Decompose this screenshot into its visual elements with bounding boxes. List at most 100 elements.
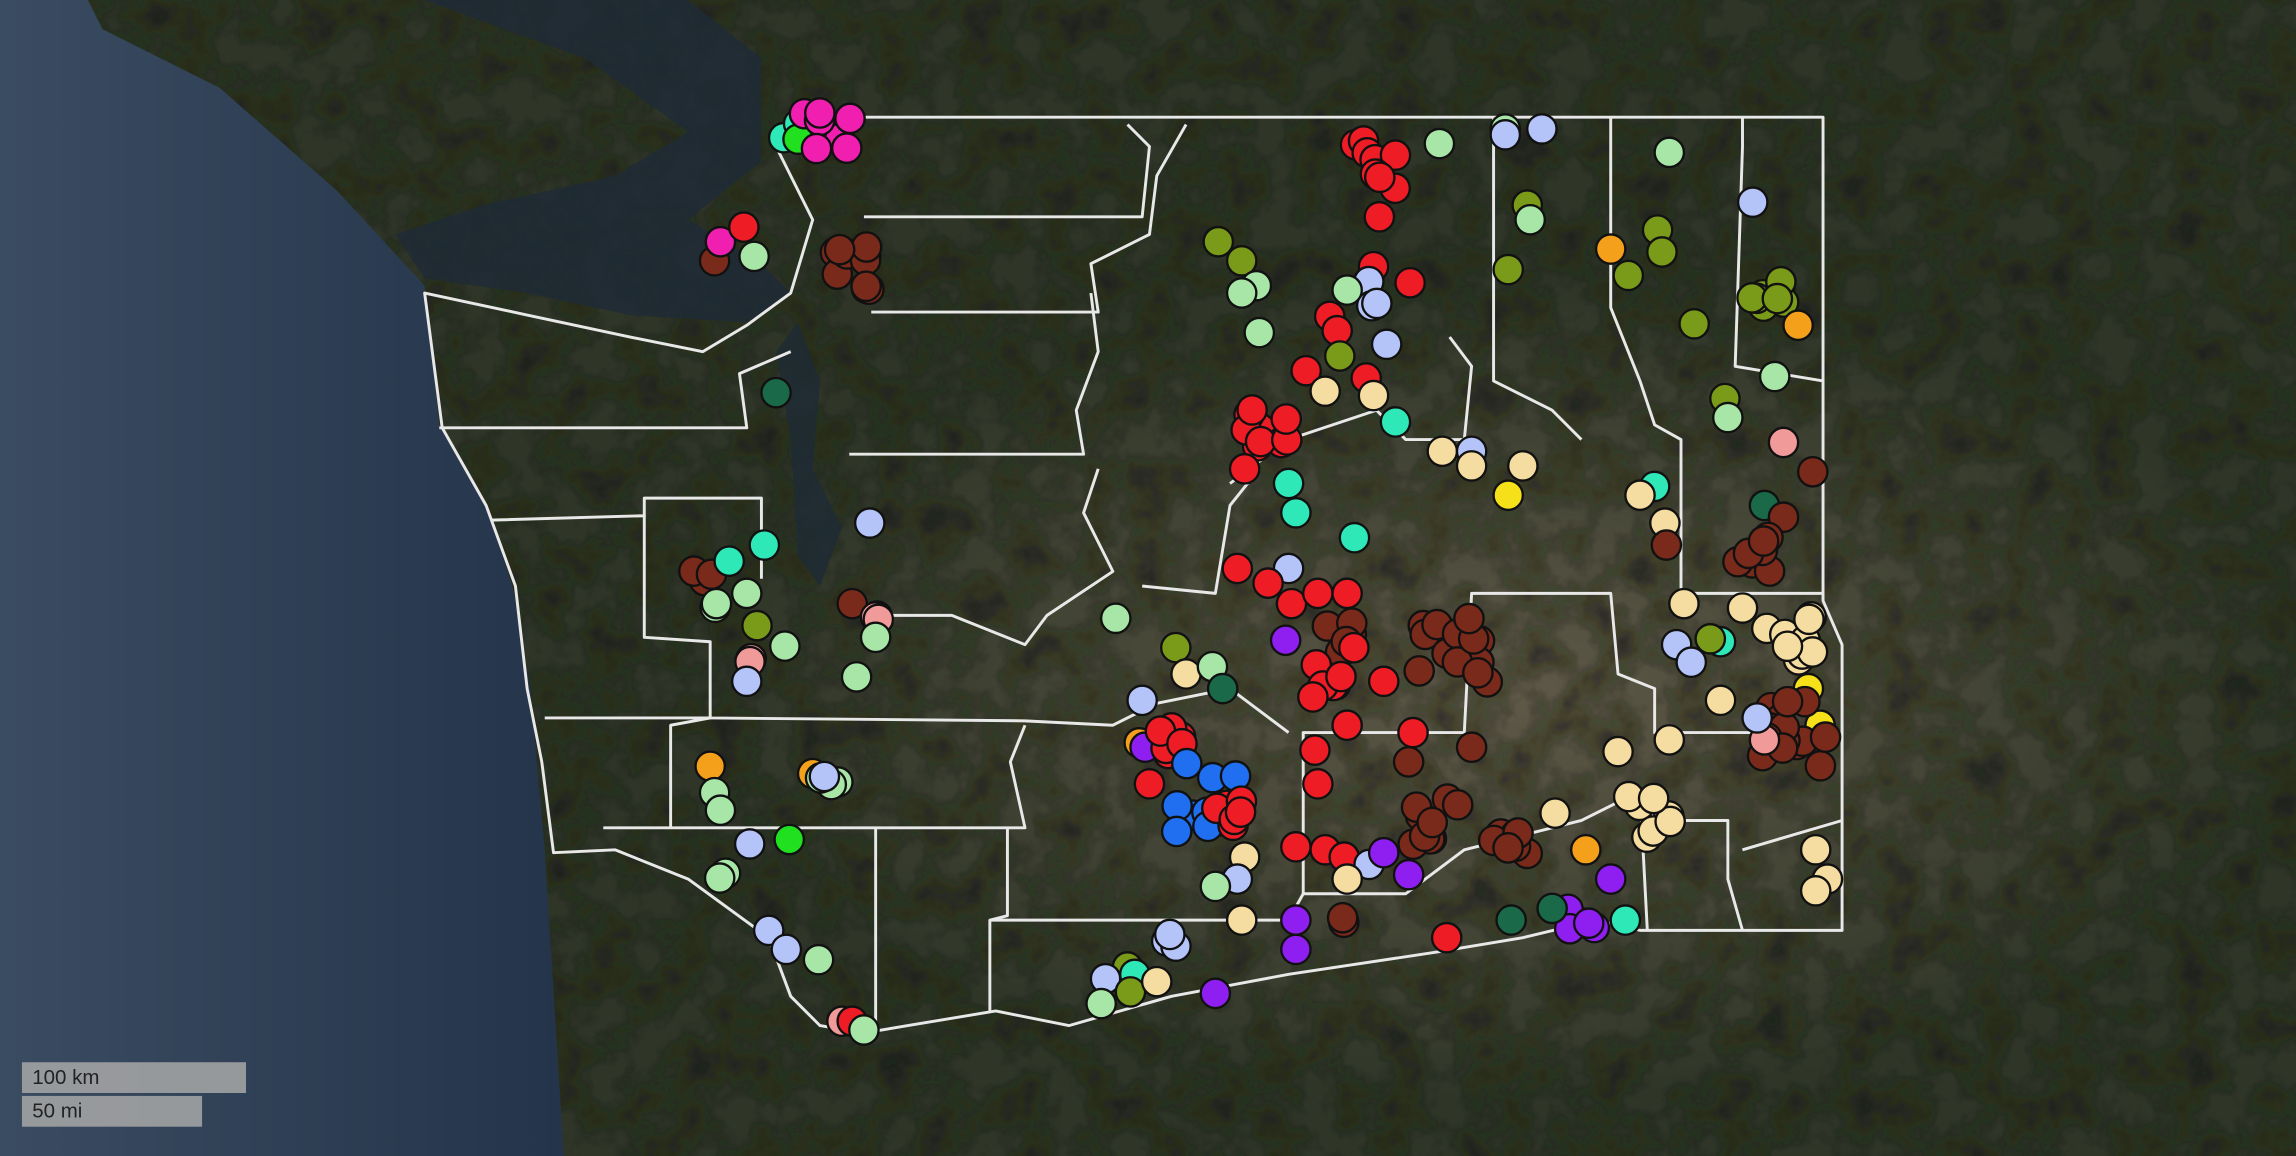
observation-point[interactable]: [1114, 976, 1147, 1008]
observation-point[interactable]: [1462, 656, 1494, 689]
observation-point[interactable]: [1441, 788, 1474, 821]
observation-point[interactable]: [1361, 287, 1393, 320]
observation-point[interactable]: [1252, 567, 1284, 599]
observation-point[interactable]: [1423, 127, 1456, 160]
observation-point[interactable]: [1280, 496, 1312, 529]
observation-point[interactable]: [1199, 870, 1232, 903]
observation-point[interactable]: [1761, 282, 1794, 315]
observation-point[interactable]: [1668, 587, 1700, 620]
observation-point[interactable]: [1309, 375, 1341, 408]
observation-point[interactable]: [1367, 665, 1400, 698]
observation-point[interactable]: [1799, 833, 1832, 866]
observation-point[interactable]: [1243, 316, 1276, 349]
observation-point[interactable]: [1397, 716, 1429, 749]
observation-point[interactable]: [1809, 721, 1842, 753]
observation-point[interactable]: [703, 862, 736, 894]
observation-point[interactable]: [1536, 892, 1568, 925]
observation-point[interactable]: [1160, 815, 1193, 848]
observation-point[interactable]: [694, 750, 726, 783]
observation-point[interactable]: [850, 231, 883, 263]
observation-point[interactable]: [1338, 521, 1371, 554]
observation-point[interactable]: [1206, 672, 1239, 705]
observation-point[interactable]: [1379, 406, 1412, 438]
observation-point[interactable]: [1799, 874, 1832, 907]
observation-point[interactable]: [848, 1014, 880, 1046]
observation-point[interactable]: [1126, 684, 1158, 717]
observation-point[interactable]: [1492, 832, 1524, 864]
observation-point[interactable]: [1225, 277, 1258, 309]
observation-point[interactable]: [1228, 453, 1261, 485]
observation-point[interactable]: [1272, 467, 1305, 500]
observation-point[interactable]: [1140, 965, 1173, 998]
observation-point[interactable]: [1326, 901, 1359, 934]
observation-point[interactable]: [1331, 274, 1363, 306]
observation-point[interactable]: [1244, 425, 1277, 458]
observation-point[interactable]: [1694, 622, 1727, 655]
observation-point[interactable]: [853, 507, 886, 539]
observation-point[interactable]: [1225, 244, 1258, 277]
observation-point[interactable]: [1154, 918, 1186, 951]
observation-point[interactable]: [1221, 552, 1254, 585]
observation-point[interactable]: [1455, 731, 1488, 764]
observation-point[interactable]: [1712, 401, 1744, 434]
observation-point[interactable]: [1782, 309, 1814, 342]
observation-point[interactable]: [1269, 624, 1302, 657]
observation-point[interactable]: [1357, 379, 1390, 412]
observation-point[interactable]: [1302, 768, 1334, 800]
observation-point[interactable]: [1570, 833, 1602, 866]
observation-point[interactable]: [1572, 907, 1605, 940]
observation-point[interactable]: [1453, 602, 1485, 635]
observation-point[interactable]: [1379, 139, 1412, 171]
observation-point[interactable]: [1299, 734, 1331, 766]
observation-point[interactable]: [1612, 259, 1645, 292]
observation-point[interactable]: [1704, 684, 1737, 717]
observation-point[interactable]: [1736, 186, 1769, 219]
observation-point[interactable]: [1085, 987, 1117, 1020]
observation-point[interactable]: [1646, 236, 1678, 268]
observation-point[interactable]: [1771, 685, 1804, 718]
observation-point[interactable]: [1796, 455, 1829, 488]
observation-point[interactable]: [1280, 904, 1312, 936]
observation-point[interactable]: [1758, 360, 1791, 393]
observation-point[interactable]: [1338, 631, 1370, 664]
observation-point[interactable]: [769, 630, 801, 662]
observation-point[interactable]: [700, 587, 733, 620]
observation-point[interactable]: [1224, 796, 1257, 828]
observation-point[interactable]: [1394, 266, 1426, 299]
observation-point[interactable]: [1324, 340, 1356, 372]
observation-point[interactable]: [823, 233, 856, 266]
observation-point[interactable]: [1270, 403, 1303, 435]
observation-point[interactable]: [1804, 750, 1837, 782]
observation-point[interactable]: [1741, 702, 1773, 734]
observation-point[interactable]: [1637, 782, 1670, 815]
observation-point[interactable]: [850, 270, 882, 303]
observation-point[interactable]: [1280, 933, 1312, 966]
observation-point[interactable]: [713, 545, 746, 577]
observation-point[interactable]: [704, 794, 737, 827]
observation-point[interactable]: [830, 132, 863, 164]
observation-point[interactable]: [1170, 658, 1202, 690]
observation-point[interactable]: [704, 225, 737, 258]
observation-point[interactable]: [1133, 768, 1166, 800]
observation-point[interactable]: [1430, 921, 1463, 954]
observation-point[interactable]: [1653, 136, 1686, 169]
observation-point[interactable]: [1302, 577, 1334, 610]
observation-point[interactable]: [1609, 904, 1642, 936]
observation-point[interactable]: [748, 529, 781, 561]
observation-point[interactable]: [800, 132, 833, 165]
observation-point[interactable]: [1325, 660, 1357, 693]
observation-point[interactable]: [1426, 435, 1459, 468]
observation-point[interactable]: [1199, 977, 1232, 1010]
observation-point[interactable]: [1392, 858, 1425, 891]
observation-point[interactable]: [1170, 747, 1203, 780]
observation-point[interactable]: [1403, 655, 1436, 687]
observation-point[interactable]: [1331, 863, 1363, 895]
observation-point[interactable]: [804, 97, 836, 129]
observation-point[interactable]: [1624, 479, 1656, 512]
observation-point[interactable]: [1280, 831, 1312, 863]
observation-point[interactable]: [1726, 592, 1759, 624]
observation-point[interactable]: [1507, 450, 1539, 482]
observation-point[interactable]: [1363, 161, 1396, 194]
observation-point[interactable]: [773, 823, 806, 856]
observation-point[interactable]: [1594, 863, 1627, 895]
